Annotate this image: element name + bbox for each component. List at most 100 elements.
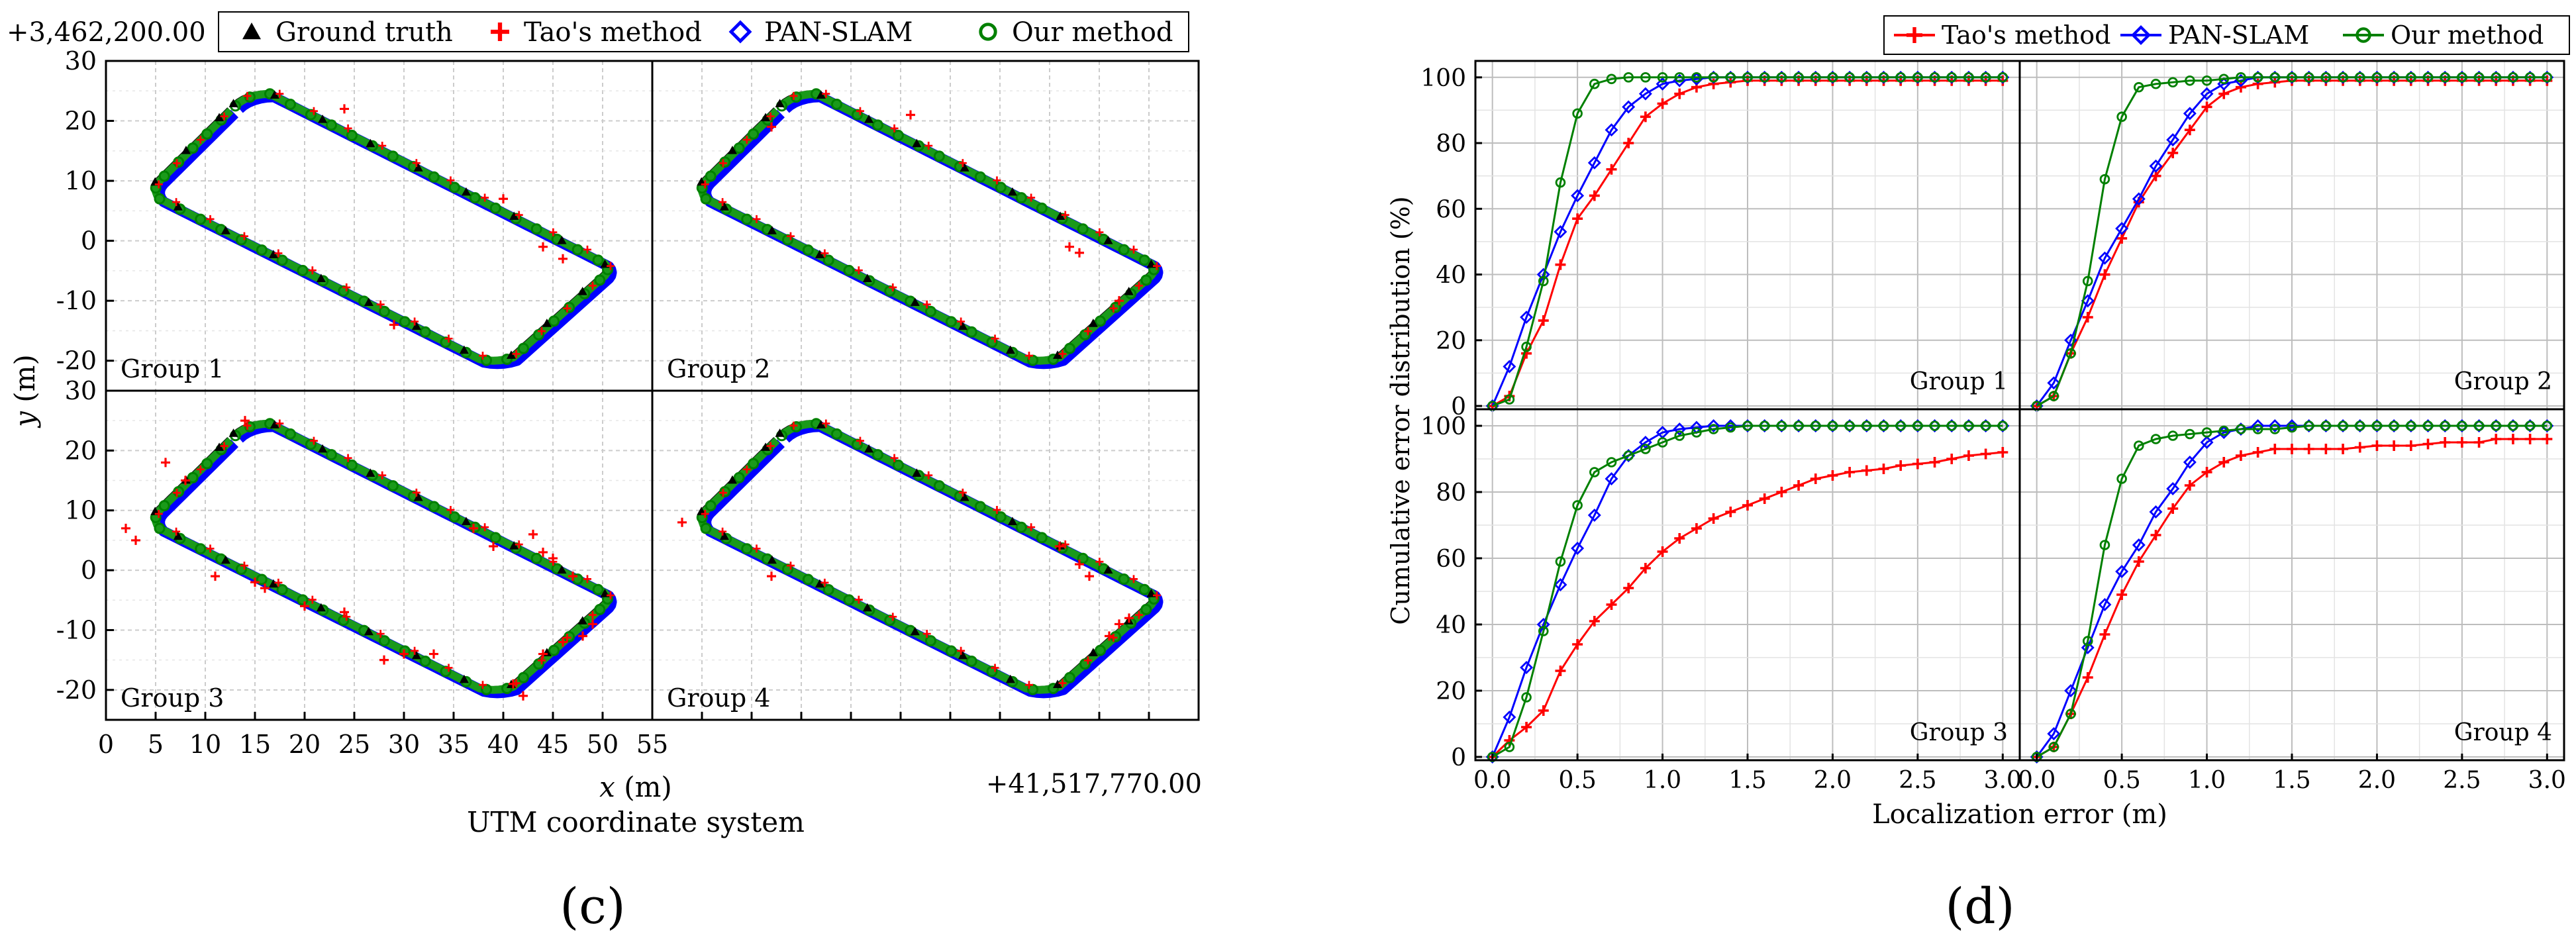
- tao-method-point: [786, 562, 795, 570]
- series-point: [1946, 454, 1957, 464]
- ground-truth-point: [1007, 187, 1017, 196]
- series-point: [1963, 72, 1974, 83]
- tao-method-outlier: [767, 122, 776, 132]
- y-tick-label: 10: [65, 166, 97, 195]
- tao-method-point: [308, 266, 317, 275]
- ground-truth-point: [958, 650, 967, 660]
- series-point: [2149, 505, 2163, 519]
- x-tick-label: 2.5: [2443, 767, 2481, 794]
- tao-method-point: [820, 249, 829, 258]
- legend-label: Our method: [1012, 17, 1173, 48]
- series-point: [2150, 78, 2161, 89]
- tao-method-point: [220, 442, 228, 450]
- series-point: [2473, 437, 2485, 448]
- series-point: [1640, 444, 1651, 454]
- series-point: [1555, 259, 1566, 270]
- series-point: [2524, 72, 2536, 83]
- ground-truth-point: [413, 163, 423, 172]
- tao-method-point: [1083, 656, 1092, 665]
- tao-method-point: [588, 281, 597, 290]
- our-method-point: [1064, 342, 1075, 354]
- our-method-point: [995, 181, 1007, 193]
- series-point: [1555, 556, 1566, 567]
- ground-truth-point: [727, 475, 737, 484]
- our-method-point: [705, 500, 717, 512]
- our-method-point: [173, 156, 185, 168]
- legend-marker: [242, 23, 261, 40]
- y-tick-label: 20: [1436, 678, 1466, 705]
- our-method-point: [325, 449, 337, 461]
- our-method-point: [884, 615, 896, 626]
- y-tick-label: 0: [1451, 744, 1466, 771]
- x-axis-label: Localization error (m): [1872, 799, 2167, 830]
- series-point: [2422, 72, 2434, 83]
- our-method-trajectory: [698, 419, 1158, 694]
- tao-method-point: [1130, 245, 1138, 254]
- cumulative-error-chart: Group 1 0 20 40 60 80 100 Group 2 Group 3 0 20 40 60…: [1386, 15, 2570, 830]
- tao-method-point: [563, 633, 571, 642]
- tao-method-outlier: [558, 254, 568, 264]
- tao-method-point: [309, 107, 318, 115]
- x-axis-label: x (m): [599, 771, 672, 803]
- tao-method-point: [1095, 228, 1104, 236]
- tao-method-point: [243, 421, 252, 430]
- tao-method-point: [752, 215, 761, 223]
- y-tick-label: 10: [65, 496, 97, 525]
- series-point: [1861, 421, 1872, 431]
- our-method-point: [517, 671, 529, 683]
- y-axis-label: Cumulative error distribution (%): [1386, 196, 1415, 624]
- series-point: [2389, 440, 2400, 451]
- tao-method-point: [444, 334, 453, 343]
- series-point: [1844, 467, 1856, 477]
- our-method-point: [1138, 254, 1150, 266]
- x-tick-label: 30: [388, 730, 420, 759]
- series-point: [1622, 100, 1636, 114]
- tao-method-point: [991, 664, 999, 672]
- our-method-point: [1077, 552, 1089, 564]
- ground-truth-point: [316, 273, 326, 282]
- tao-method-point: [344, 454, 352, 462]
- our-method-point: [154, 522, 166, 534]
- tao-method-outlier: [538, 649, 548, 659]
- our-method-point: [986, 336, 998, 348]
- our-method-point: [346, 459, 358, 471]
- our-method-point: [346, 130, 358, 142]
- series-point: [2167, 503, 2179, 514]
- y-offset-label: +3,462,200.00: [7, 17, 206, 48]
- tao-method-point: [786, 232, 795, 240]
- series-point: [1895, 72, 1906, 83]
- our-method-point: [548, 315, 560, 327]
- tao-method-point: [378, 471, 387, 479]
- series-point: [1606, 164, 1617, 175]
- series-point: [2303, 72, 2314, 83]
- series-point: [2167, 147, 2179, 158]
- legend-box: [1883, 15, 2570, 55]
- series-point: [2405, 440, 2416, 451]
- our-method-point: [564, 301, 575, 313]
- series-point: [1606, 74, 1617, 85]
- our-method-point: [802, 244, 814, 256]
- series-point: [2115, 565, 2129, 578]
- our-method-point: [548, 644, 560, 656]
- our-method-point: [564, 631, 575, 643]
- our-method-point: [843, 594, 855, 606]
- series-point: [1589, 616, 1600, 626]
- our-method-point: [195, 543, 207, 555]
- ground-truth-point: [864, 444, 874, 453]
- series-point: [2303, 444, 2314, 454]
- tao-method-point: [412, 488, 421, 497]
- tao-method-point: [376, 300, 385, 309]
- series-point: [2269, 444, 2281, 454]
- tao-method-outlier: [1115, 296, 1124, 306]
- y-tick-label: 20: [65, 436, 97, 465]
- series-point: [2218, 74, 2230, 85]
- ground-truth-point: [181, 146, 191, 154]
- our-method-point: [1110, 301, 1122, 313]
- tao-method-point: [922, 300, 931, 309]
- our-method-point: [700, 193, 712, 205]
- tao-method-outlier: [906, 110, 915, 120]
- series-point: [1623, 583, 1634, 593]
- ground-truth-point: [411, 321, 421, 330]
- series-point: [1759, 493, 1770, 504]
- series-point: [1638, 436, 1652, 449]
